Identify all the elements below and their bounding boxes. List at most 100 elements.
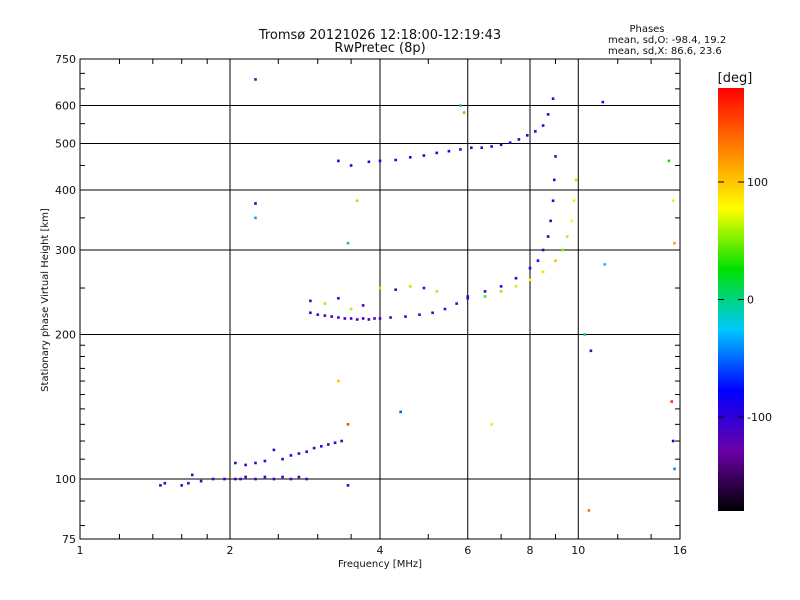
y-tick-label: 75 (62, 533, 76, 546)
stats-line-x: mean, sd,X: 86.6, 23.6 (608, 46, 722, 57)
data-point (378, 317, 382, 320)
data-point (546, 113, 550, 116)
series-F1-upper (309, 285, 439, 311)
data-point (337, 159, 340, 163)
data-point (327, 443, 330, 446)
data-point (289, 454, 293, 457)
data-point (355, 318, 359, 321)
chart-subtitle: RwPretec (8p) (334, 41, 425, 56)
data-point (514, 276, 518, 280)
data-point (601, 100, 605, 104)
data-point (574, 178, 578, 182)
data-point (337, 316, 340, 319)
x-tick-label: 1 (77, 544, 84, 557)
data-points (159, 78, 676, 512)
data-point (583, 333, 586, 336)
data-point (673, 241, 676, 245)
data-point (435, 151, 439, 155)
data-point (361, 304, 365, 307)
data-point (187, 481, 190, 485)
series-Es2 (234, 439, 343, 467)
data-point (459, 104, 462, 107)
data-point (536, 259, 540, 263)
data-point (337, 379, 340, 383)
data-point (667, 159, 671, 163)
y-tick-label: 750 (55, 53, 76, 66)
chart-title: Tromsø 20121026 12:18:00-12:19:43 (258, 28, 501, 43)
y-tick-label: 500 (55, 138, 76, 151)
data-point (603, 263, 607, 266)
data-point (408, 156, 412, 159)
data-point (346, 423, 350, 426)
data-point (272, 477, 276, 481)
data-point (349, 307, 353, 311)
y-tick-label: 600 (55, 100, 76, 113)
series-F-upper (337, 97, 555, 167)
data-point (346, 484, 350, 487)
data-point (389, 316, 392, 319)
data-point (508, 141, 512, 144)
y-tick-label: 400 (55, 184, 76, 197)
data-point (551, 199, 555, 203)
data-point (549, 219, 552, 223)
data-point (281, 475, 284, 479)
data-point (289, 477, 293, 481)
data-point (337, 296, 340, 300)
data-point (346, 241, 350, 245)
colorbar-tick-label: 100 (747, 176, 768, 189)
data-point (554, 155, 557, 158)
data-point (309, 299, 312, 303)
data-point (323, 302, 327, 305)
data-point (483, 290, 487, 293)
x-tick-label: 10 (571, 544, 585, 557)
x-tick-labels: 1 2 4 6 8 10 16 (77, 544, 688, 557)
series-E (159, 473, 308, 487)
data-point (367, 160, 371, 164)
data-point (355, 199, 359, 203)
data-point (394, 158, 397, 162)
colorbar-ticks: -100 0 100 (718, 176, 772, 424)
data-point (587, 509, 591, 512)
data-point (309, 311, 312, 315)
data-point (244, 463, 247, 467)
series-F2-o (466, 155, 557, 298)
data-point (399, 410, 402, 414)
series-F1 (309, 296, 470, 321)
stats-box: Phases mean, sd,O: -98.4, 19.2 mean, sd,… (608, 24, 726, 57)
data-point (349, 164, 353, 167)
data-point (199, 479, 203, 483)
data-point (551, 97, 555, 100)
data-point (570, 219, 573, 223)
data-point (180, 484, 184, 487)
data-point (281, 457, 284, 461)
data-point (254, 202, 257, 205)
data-point (272, 448, 276, 452)
data-point (443, 307, 447, 311)
data-point (459, 148, 462, 151)
data-point (333, 441, 337, 445)
x-tick-label: 16 (673, 544, 687, 557)
data-point (552, 178, 556, 182)
data-point (528, 278, 532, 282)
data-point (447, 149, 451, 153)
data-point (528, 266, 532, 270)
data-point (541, 124, 545, 127)
data-point (378, 159, 382, 163)
data-point (305, 450, 308, 454)
data-point (435, 290, 439, 293)
stats-line-o: mean, sd,O: -98.4, 19.2 (608, 35, 726, 46)
data-point (263, 475, 267, 479)
y-tick-label: 200 (55, 329, 76, 342)
data-point (373, 317, 376, 320)
data-point (422, 154, 426, 157)
data-point (234, 461, 237, 465)
data-point (499, 285, 503, 288)
data-point (565, 235, 569, 238)
data-point (490, 145, 493, 148)
data-point (254, 461, 257, 465)
data-point (525, 134, 529, 137)
data-point (673, 467, 676, 471)
data-point (517, 138, 521, 141)
colorbar-label: [deg] (718, 71, 753, 86)
data-point (462, 111, 466, 114)
